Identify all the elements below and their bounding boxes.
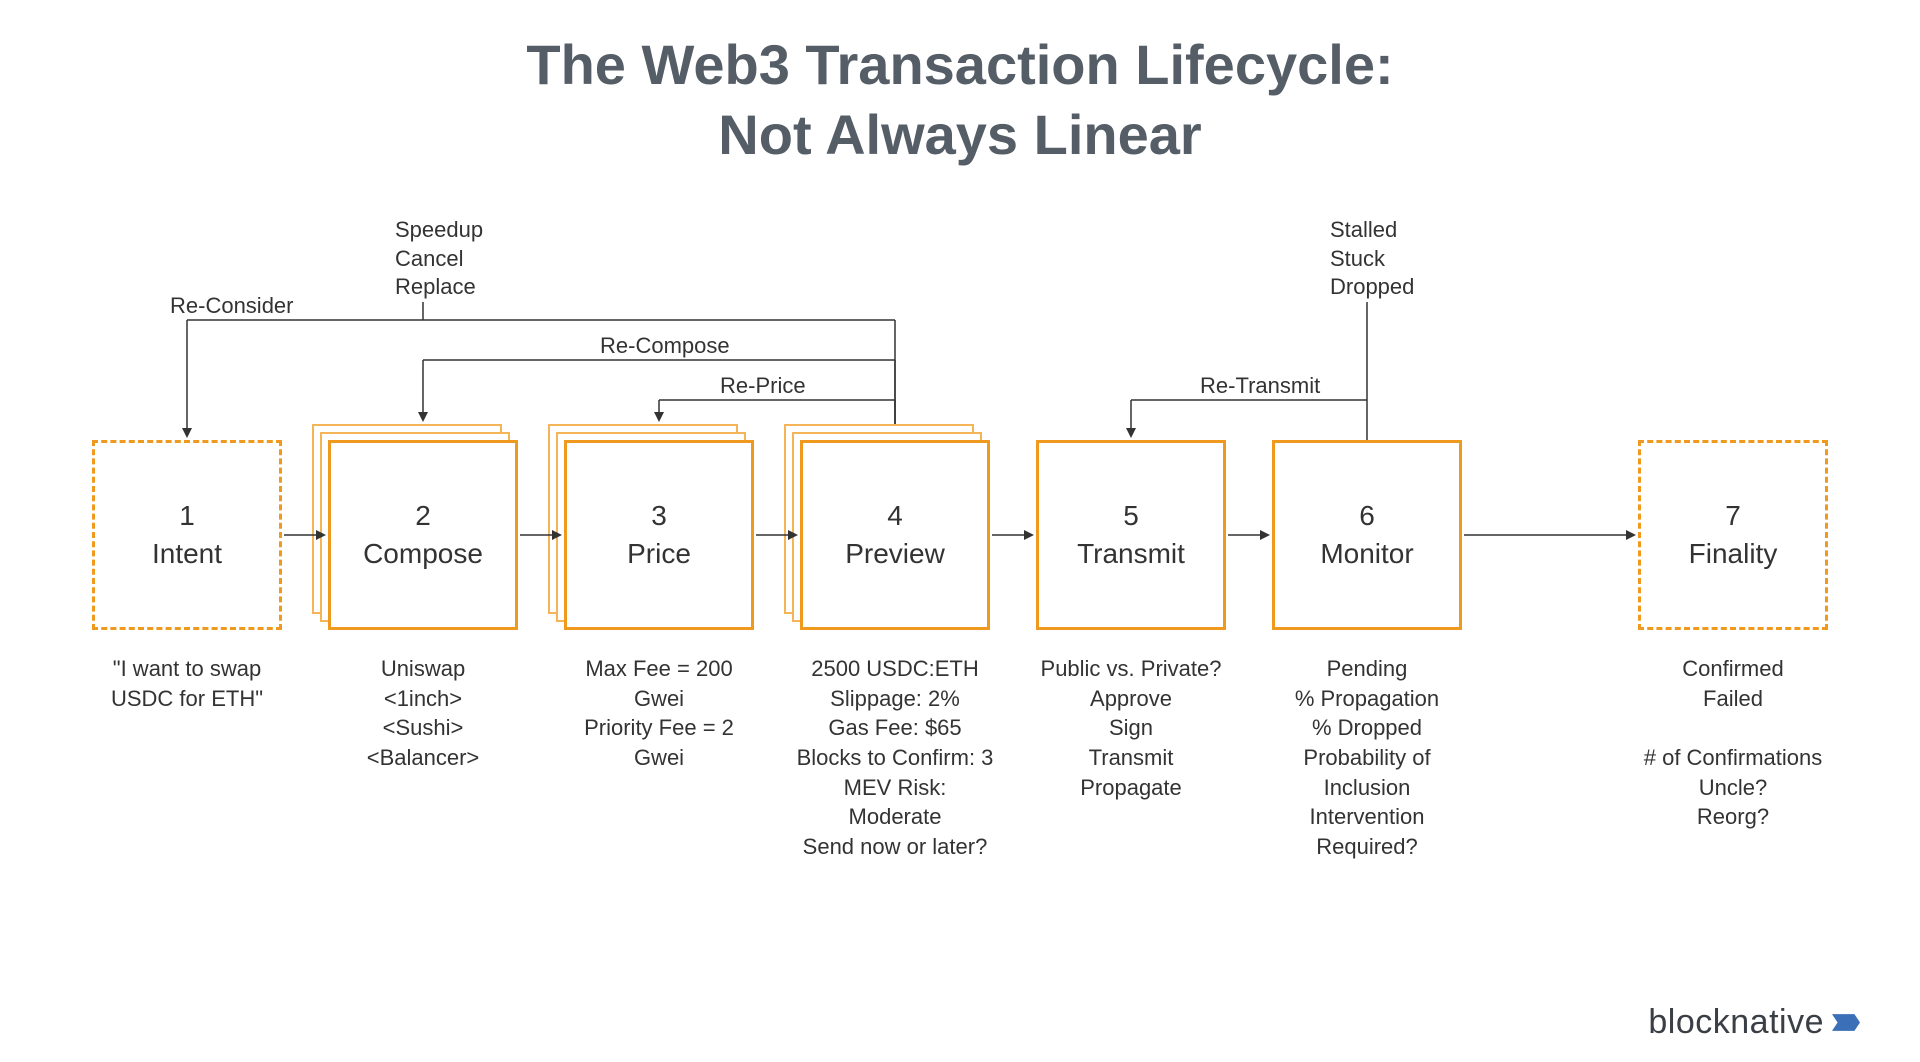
- node-description: Public vs. Private?ApproveSignTransmitPr…: [1041, 654, 1222, 802]
- node-description: "I want to swapUSDC for ETH": [111, 654, 263, 713]
- node-label: Monitor: [1320, 538, 1413, 570]
- node-label: Price: [627, 538, 691, 570]
- diagram: 1 Intent "I want to swapUSDC for ETH" 2 Comp…: [0, 440, 1920, 862]
- logo-text: blocknative: [1648, 1003, 1824, 1042]
- node-number: 2: [415, 500, 431, 532]
- node-label: Intent: [152, 538, 222, 570]
- loop-annotation: SpeedupCancelReplace: [395, 216, 483, 302]
- node-price: 3 Price Max Fee = 200 GweiPriority Fee = 2…: [559, 440, 759, 773]
- logo-mark-icon: [1832, 1009, 1860, 1037]
- node-box: 4 Preview: [800, 440, 990, 630]
- node-description: Pending% Propagation% DroppedProbability…: [1267, 654, 1467, 862]
- node-box: 2 Compose: [328, 440, 518, 630]
- node-box: 3 Price: [564, 440, 754, 630]
- node-description: ConfirmedFailed # of ConfirmationsUncle?…: [1644, 654, 1823, 832]
- nodes-row: 1 Intent "I want to swapUSDC for ETH" 2 Comp…: [0, 440, 1920, 862]
- node-number: 3: [651, 500, 667, 532]
- logo: blocknative: [1648, 1003, 1860, 1042]
- node-label: Transmit: [1077, 538, 1185, 570]
- loop-label: Re-Transmit: [1200, 372, 1320, 401]
- loop-label: Re-Consider: [170, 292, 294, 321]
- node-box: 5 Transmit: [1036, 440, 1226, 630]
- node-finality: 7 Finality ConfirmedFailed # of Confirmati…: [1633, 440, 1833, 832]
- loop-label: Re-Compose: [600, 332, 730, 361]
- node-intent: 1 Intent "I want to swapUSDC for ETH": [87, 440, 287, 713]
- node-label: Preview: [845, 538, 945, 570]
- node-description: 2500 USDC:ETHSlippage: 2%Gas Fee: $65Blo…: [795, 654, 995, 862]
- node-number: 7: [1725, 500, 1741, 532]
- node-preview: 4 Preview 2500 USDC:ETHSlippage: 2%Gas Fee…: [795, 440, 995, 862]
- title-line-1: The Web3 Transaction Lifecycle:: [0, 30, 1920, 100]
- node-transmit: 5 Transmit Public vs. Private?ApproveSignT…: [1031, 440, 1231, 802]
- node-label: Compose: [363, 538, 483, 570]
- node-description: Uniswap<1inch><Sushi><Balancer>: [367, 654, 480, 773]
- node-label: Finality: [1689, 538, 1778, 570]
- loop-label: Re-Price: [720, 372, 806, 401]
- node-number: 4: [887, 500, 903, 532]
- node-box: 7 Finality: [1638, 440, 1828, 630]
- node-description: Max Fee = 200 GweiPriority Fee = 2 Gwei: [559, 654, 759, 773]
- node-number: 5: [1123, 500, 1139, 532]
- node-number: 1: [179, 500, 195, 532]
- title-line-2: Not Always Linear: [0, 100, 1920, 170]
- loop-annotation: StalledStuckDropped: [1330, 216, 1414, 302]
- node-box: 6 Monitor: [1272, 440, 1462, 630]
- node-box: 1 Intent: [92, 440, 282, 630]
- node-monitor: 6 Monitor Pending% Propagation% DroppedPro…: [1267, 440, 1467, 862]
- page-title: The Web3 Transaction Lifecycle: Not Alwa…: [0, 0, 1920, 170]
- node-number: 6: [1359, 500, 1375, 532]
- node-compose: 2 Compose Uniswap<1inch><Sushi><Balancer>: [323, 440, 523, 773]
